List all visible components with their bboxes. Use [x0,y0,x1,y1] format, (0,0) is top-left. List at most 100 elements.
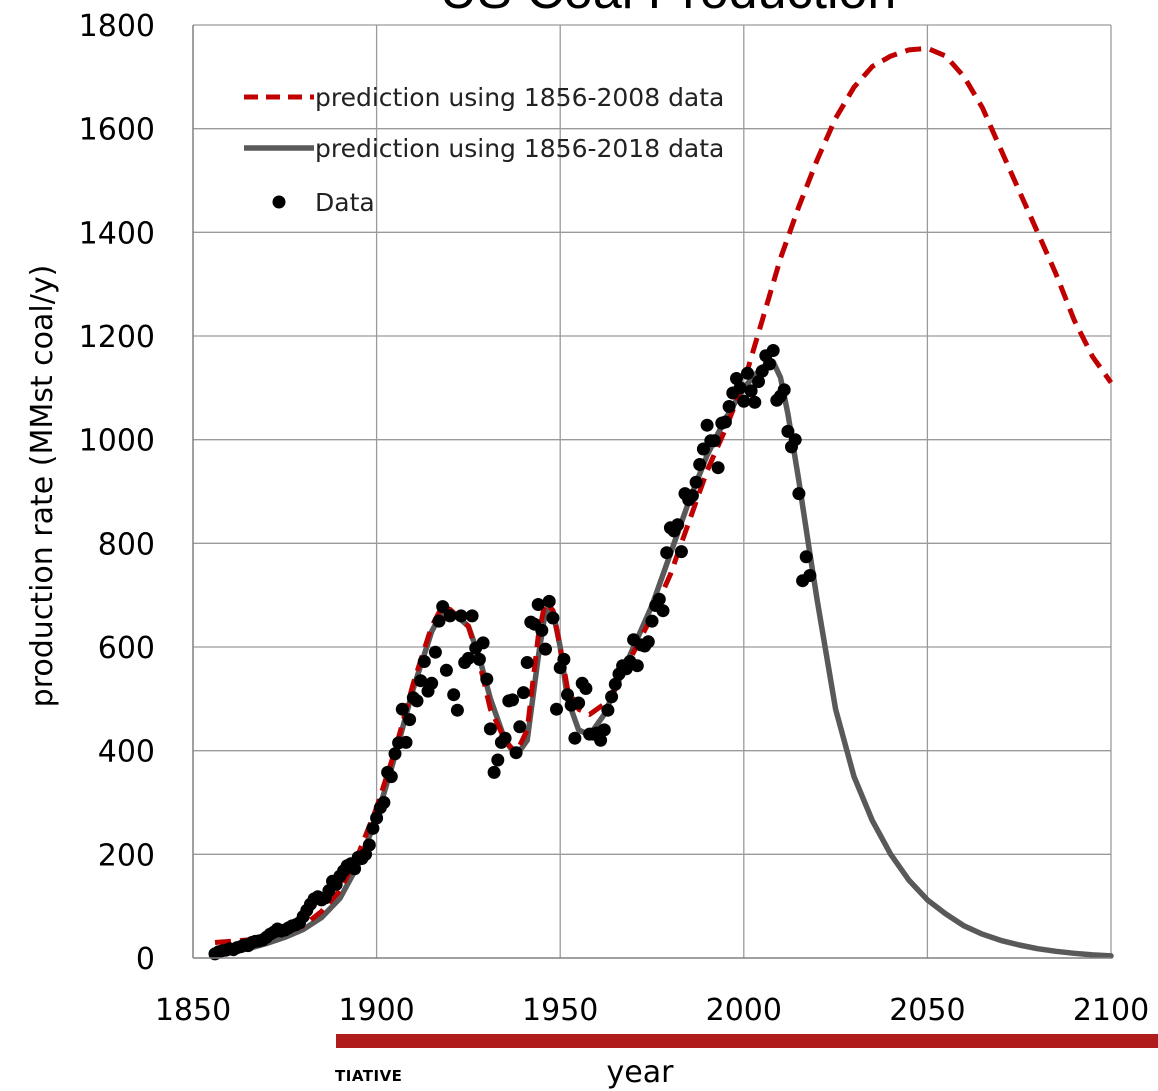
data-point-38 [348,862,362,876]
data-point-148 [752,375,765,389]
y-tick-label-2: 400 [98,735,155,770]
data-point-161 [799,550,813,564]
data-point-55 [410,694,424,708]
data-point-66 [450,703,464,717]
data-point-67 [454,609,468,623]
data-point-44 [370,811,384,825]
data-point-49 [388,747,402,761]
chart-title: US Coal Production [440,0,897,20]
data-point-69 [461,651,475,665]
data-point-151 [763,357,776,371]
y-tick-label-8: 1600 [79,113,155,148]
x-tick-label-2: 1950 [522,993,598,1028]
data-point-43 [366,821,380,835]
legend: prediction using 1856-2008 data predictio… [244,83,724,217]
data-point-91 [542,594,556,608]
data-point-53 [403,713,417,727]
data-point-147 [748,395,762,409]
data-point-79 [498,731,512,745]
data-point-106 [597,723,611,737]
legend-entry-2: Data [272,188,375,217]
data-point-62 [436,600,450,614]
data-point-158 [788,433,802,447]
data-point-92 [546,611,560,625]
series-layer [208,45,1114,961]
data-point-133 [696,442,710,456]
data-point-61 [432,614,446,628]
y-tick-label-7: 1400 [79,216,155,251]
data-point-57 [417,655,431,668]
legend-entry-0: prediction using 1856-2008 data [244,83,724,112]
data-point-131 [689,475,703,489]
data-point-63 [439,663,453,677]
footer-red-bar [336,1034,1158,1048]
data-point-118 [641,635,655,649]
data-point-72 [472,652,486,666]
data-point-60 [428,645,442,659]
data-point-130 [685,489,699,503]
series-line-1856-2008 [214,45,1114,945]
data-point-83 [513,720,527,734]
footer-logo-text: TIATIVE [335,1067,403,1085]
data-point-42 [362,838,376,852]
data-point-52 [399,735,413,749]
data-point-95 [557,652,571,666]
x-tick-label-1: 1900 [338,993,414,1028]
data-point-76 [487,765,501,779]
data-point-136 [707,434,721,448]
legend-label-0: prediction using 1856-2008 data [315,83,724,112]
data-point-107 [601,703,615,717]
data-point-144 [737,394,751,408]
x-tick-label-5: 2100 [1073,993,1149,1028]
data-point-152 [766,344,780,357]
data-point-89 [535,623,549,637]
data-point-126 [671,518,685,532]
data-point-98 [568,731,582,745]
data-point-73 [476,636,490,650]
data-point-56 [414,674,428,688]
data-point-81 [506,693,519,707]
data-point-140 [722,400,736,413]
data-point-99 [572,696,586,710]
data-point-143 [733,381,747,395]
legend-swatch-marker [272,195,286,209]
data-point-127 [674,545,688,559]
data-point-145 [741,366,754,380]
data-point-146 [744,384,758,398]
data-point-82 [509,746,523,760]
data-point-51 [395,702,409,716]
data-point-64 [443,609,457,623]
y-tick-label-5: 1000 [79,424,155,459]
data-point-115 [630,659,644,673]
x-tick-label-0: 1850 [155,993,231,1028]
data-point-77 [491,753,505,767]
data-point-121 [652,592,666,606]
legend-label-1: prediction using 1856-2018 data [315,134,724,163]
data-point-122 [656,604,670,618]
data-point-105 [594,733,608,747]
data-point-96 [561,688,574,702]
data-point-70 [465,609,479,623]
data-point-139 [718,415,732,429]
data-point-109 [608,677,622,691]
y-tick-label-6: 1200 [79,320,155,355]
data-point-84 [517,686,530,700]
data-point-137 [711,461,725,475]
data-point-90 [539,642,552,656]
data-point-74 [480,672,494,686]
data-point-132 [693,458,707,471]
data-point-123 [660,546,674,560]
data-point-88 [531,598,545,611]
data-point-108 [605,690,619,704]
data-point-65 [447,688,461,702]
y-tick-label-4: 800 [98,527,155,562]
data-point-155 [777,383,791,397]
legend-entry-1: prediction using 1856-2018 data [244,134,724,163]
data-point-93 [550,702,563,716]
data-point-101 [579,682,593,695]
x-axis-label: year [607,1055,675,1090]
data-point-119 [645,614,659,628]
data-point-162 [803,569,817,582]
data-point-159 [792,487,806,501]
